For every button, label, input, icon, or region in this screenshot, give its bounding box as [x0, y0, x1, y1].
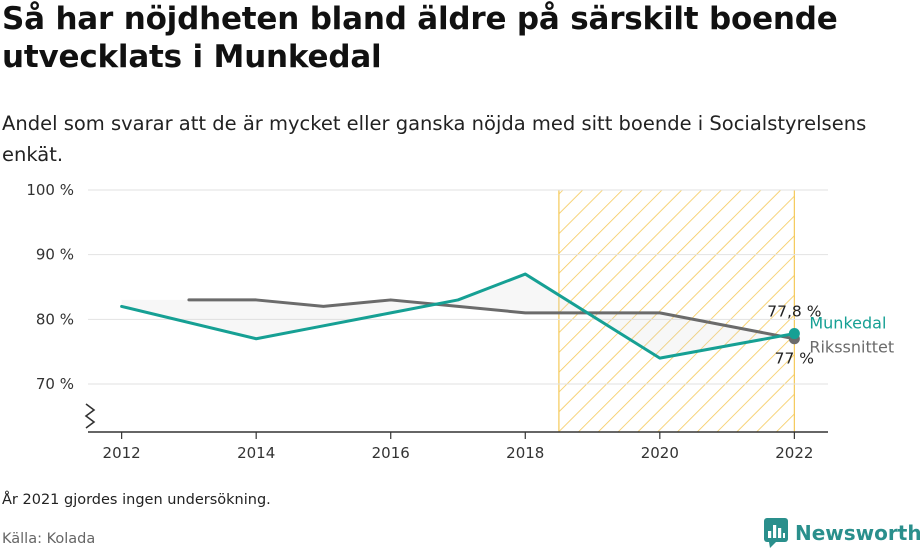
y-tick-label: 80 %: [36, 310, 74, 328]
y-tick-label: 90 %: [36, 246, 74, 264]
series-line-munkedal: [120, 272, 796, 360]
chart-title: Så har nöjdheten bland äldre på särskilt…: [2, 1, 838, 75]
source-text: Källa: Kolada: [2, 531, 96, 547]
newsworthy-logo-icon: [764, 518, 788, 548]
data-value-label: 77 %: [775, 350, 814, 368]
y-tick-label: 100 %: [26, 181, 74, 199]
x-tick-label: 2022: [775, 444, 813, 462]
x-tick-label: 2014: [237, 444, 275, 462]
brand-logo[interactable]: Newsworthy: [764, 518, 920, 548]
footnote: År 2021 gjordes ingen undersökning.: [2, 492, 271, 508]
x-tick-label: 2016: [372, 444, 410, 462]
data-value-label: 77,8 %: [767, 303, 821, 321]
y-tick-label: 70 %: [36, 375, 74, 393]
axis-break-icon: [84, 403, 96, 429]
series-name-label: Rikssnittet: [809, 338, 894, 357]
chart-subtitle: Andel som svarar att de är mycket eller …: [2, 112, 867, 166]
series-end-point-munkedal: [788, 328, 800, 340]
highlight-band: [558, 190, 795, 432]
line-chart: 70 % 80 % 90 % 100 % 2012 2014 2016 2018 2020 202…: [26, 181, 894, 462]
x-tick-label: 2018: [506, 444, 544, 462]
series-name-label: Munkedal: [809, 314, 886, 333]
series-line-rikssnittet: [187, 298, 796, 341]
x-tick-label: 2012: [103, 444, 141, 462]
brand-name: Newsworthy: [795, 521, 920, 545]
x-tick-label: 2020: [641, 444, 679, 462]
